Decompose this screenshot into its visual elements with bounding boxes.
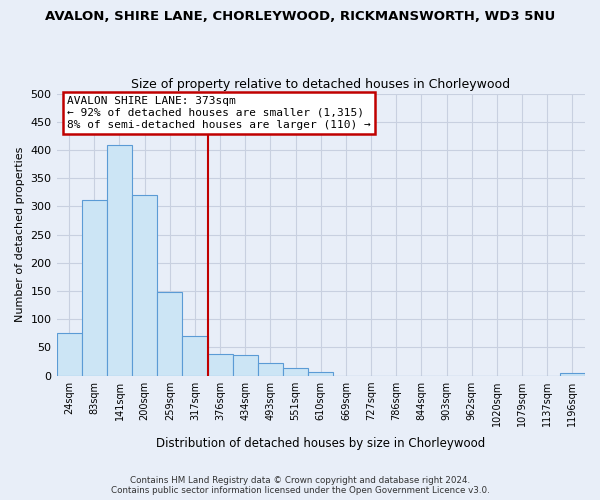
Y-axis label: Number of detached properties: Number of detached properties (15, 147, 25, 322)
Text: AVALON SHIRE LANE: 373sqm
← 92% of detached houses are smaller (1,315)
8% of sem: AVALON SHIRE LANE: 373sqm ← 92% of detac… (67, 96, 371, 130)
Bar (132, 195, 157, 376)
Bar (182, 336, 208, 376)
Bar (208, 354, 233, 376)
Bar (56, 334, 82, 376)
Bar (82, 200, 107, 376)
Bar (233, 355, 258, 376)
X-axis label: Distribution of detached houses by size in Chorleywood: Distribution of detached houses by size … (156, 437, 485, 450)
Text: AVALON, SHIRE LANE, CHORLEYWOOD, RICKMANSWORTH, WD3 5NU: AVALON, SHIRE LANE, CHORLEYWOOD, RICKMAN… (45, 10, 555, 23)
Bar (308, 372, 334, 376)
Bar (560, 373, 585, 376)
Text: Contains HM Land Registry data © Crown copyright and database right 2024.
Contai: Contains HM Land Registry data © Crown c… (110, 476, 490, 495)
Bar (258, 363, 283, 376)
Bar (107, 146, 132, 376)
Title: Size of property relative to detached houses in Chorleywood: Size of property relative to detached ho… (131, 78, 511, 91)
Bar (157, 292, 182, 376)
Bar (283, 368, 308, 376)
